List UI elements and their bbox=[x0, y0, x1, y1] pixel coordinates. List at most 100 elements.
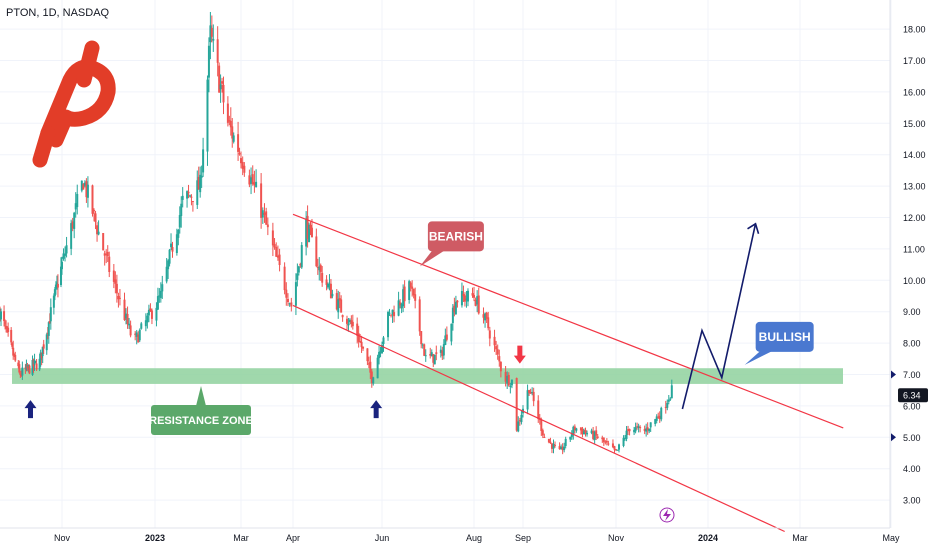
candle-body bbox=[207, 45, 210, 78]
candle-body bbox=[454, 301, 457, 315]
candle-body bbox=[55, 282, 58, 286]
candle-body bbox=[462, 293, 465, 297]
candle-body bbox=[618, 444, 621, 450]
candle-body bbox=[399, 302, 402, 306]
candle-body bbox=[73, 212, 76, 229]
candle-body bbox=[337, 299, 340, 313]
candle-body bbox=[485, 312, 488, 319]
candle-body bbox=[411, 286, 414, 289]
price-tick-label: 15.00 bbox=[903, 119, 926, 129]
candle-body bbox=[123, 299, 126, 320]
candle-body bbox=[47, 322, 50, 336]
candle-body bbox=[82, 184, 85, 190]
candle-body bbox=[616, 449, 619, 451]
candle-body bbox=[186, 191, 189, 199]
candle-body bbox=[607, 443, 610, 445]
price-tick-label: 13.00 bbox=[903, 182, 926, 192]
candle-body bbox=[664, 406, 667, 408]
candles-layer bbox=[0, 11, 673, 455]
candle-body bbox=[39, 352, 42, 361]
candle-body bbox=[61, 261, 63, 270]
candle-body bbox=[495, 346, 498, 350]
candle-body bbox=[296, 273, 299, 280]
candle-body bbox=[645, 428, 648, 432]
candle-body bbox=[206, 79, 209, 152]
candle-body bbox=[155, 307, 158, 321]
price-tick-label: 12.00 bbox=[903, 213, 926, 223]
candle-body bbox=[250, 177, 253, 184]
candle-body bbox=[156, 296, 159, 310]
candle-body bbox=[531, 392, 534, 394]
candle-body bbox=[59, 266, 62, 286]
candle-body bbox=[445, 334, 448, 340]
candle-body bbox=[367, 363, 370, 365]
candle-body bbox=[12, 347, 15, 356]
candle-body bbox=[543, 436, 546, 438]
candle-body bbox=[507, 374, 510, 386]
candle-body bbox=[265, 211, 268, 225]
candle-body bbox=[167, 260, 170, 270]
candle-body bbox=[161, 284, 164, 292]
candle-body bbox=[636, 426, 639, 428]
candle-body bbox=[159, 290, 162, 298]
peloton-logo bbox=[32, 40, 116, 168]
candle-body bbox=[541, 430, 544, 436]
candle-body bbox=[6, 326, 9, 329]
candle-body bbox=[70, 223, 73, 249]
candle-body bbox=[637, 426, 640, 428]
price-tick-label: 16.00 bbox=[903, 87, 926, 97]
candle-body bbox=[33, 360, 36, 365]
candle-body bbox=[442, 344, 445, 356]
candle-body bbox=[64, 253, 67, 256]
candle-body bbox=[165, 266, 168, 282]
candle-body bbox=[347, 324, 350, 326]
candle-body bbox=[18, 364, 21, 373]
candle-body bbox=[550, 443, 553, 449]
candle-body bbox=[241, 161, 244, 169]
candle-body bbox=[378, 351, 381, 359]
candle-body bbox=[108, 256, 111, 272]
candle-body bbox=[418, 299, 421, 332]
candle-body bbox=[595, 430, 598, 436]
candle-body bbox=[414, 294, 417, 301]
candle-body bbox=[517, 421, 520, 432]
candle-body bbox=[105, 253, 108, 255]
time-axis[interactable]: Nov 2023 Mar Apr Jun Aug Sep Nov 2024 Mar May bbox=[0, 527, 900, 543]
candle-body bbox=[74, 203, 77, 210]
candle-body bbox=[456, 300, 459, 303]
candle-body bbox=[476, 296, 479, 305]
candle-body bbox=[14, 354, 17, 361]
zone-label-text: RESISTANCE ZONE bbox=[149, 415, 253, 427]
candle-body bbox=[379, 351, 382, 353]
candle-body bbox=[633, 429, 636, 433]
candle-body bbox=[150, 310, 153, 319]
candle-body bbox=[408, 281, 411, 300]
candle-body bbox=[515, 378, 518, 431]
candle-body bbox=[309, 224, 312, 230]
price-axis[interactable]: 3.00 4.00 5.00 6.00 7.00 8.00 9.00 10.00 11.00 12… bbox=[889, 0, 928, 528]
candle-body bbox=[504, 371, 507, 382]
price-tick-label: 10.00 bbox=[903, 276, 926, 286]
candle-body bbox=[429, 354, 432, 356]
candle-body bbox=[564, 438, 567, 446]
candle-body bbox=[403, 286, 406, 302]
candle-body bbox=[657, 416, 660, 418]
candle-body bbox=[586, 432, 589, 435]
time-tick-label: Mar bbox=[792, 533, 808, 543]
candle-body bbox=[71, 221, 74, 229]
candle-body bbox=[52, 295, 55, 308]
candle-body bbox=[240, 158, 242, 164]
candle-body bbox=[388, 312, 391, 314]
candle-body bbox=[11, 343, 14, 347]
candle-body bbox=[338, 298, 341, 301]
candle-body bbox=[158, 295, 161, 297]
candle-body bbox=[134, 333, 137, 335]
candle-body bbox=[356, 323, 359, 336]
time-tick-label: Nov bbox=[608, 533, 625, 543]
candle-body bbox=[409, 282, 412, 288]
candle-body bbox=[625, 430, 628, 439]
candle-body bbox=[49, 307, 52, 322]
lightning-icon bbox=[663, 509, 671, 521]
